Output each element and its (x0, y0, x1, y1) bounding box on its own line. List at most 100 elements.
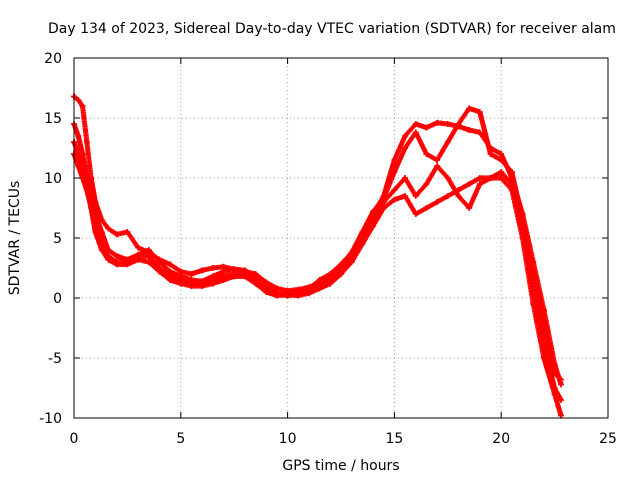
data-point (105, 256, 112, 263)
data-point (391, 187, 398, 193)
x-tick-label: 15 (385, 431, 403, 447)
data-point (124, 229, 131, 235)
data-point (220, 277, 227, 283)
data-point (444, 139, 451, 145)
data-point (487, 175, 494, 181)
x-tick-label: 5 (176, 431, 185, 447)
data-point (199, 267, 206, 274)
data-point (402, 175, 409, 181)
data-point (306, 290, 312, 297)
data-point (402, 145, 409, 151)
x-tick-label: 0 (70, 431, 79, 447)
data-point (466, 205, 473, 211)
data-point (209, 280, 216, 287)
data-point (508, 169, 515, 175)
data-point (423, 124, 430, 131)
data-point (391, 157, 398, 163)
data-point (476, 181, 483, 187)
axes: 0 5 10 15 20 25 -10 -5 0 5 10 15 20 (39, 51, 617, 447)
data-point (359, 241, 366, 247)
data-point (498, 151, 505, 157)
data-point (113, 261, 120, 268)
data-point (444, 175, 451, 181)
y-tick-label: -5 (48, 351, 62, 367)
data-point (476, 129, 483, 136)
y-tick-label: -10 (39, 411, 62, 427)
data-point (75, 133, 82, 139)
data-point (487, 151, 494, 157)
data-point (88, 205, 95, 211)
data-point (338, 261, 344, 268)
data-point (434, 119, 441, 126)
data-point (466, 127, 473, 133)
data-point (508, 187, 515, 193)
data-point (263, 289, 270, 295)
data-point (316, 277, 323, 283)
data-point (75, 163, 82, 169)
data-point (412, 121, 419, 127)
data-point (188, 283, 195, 289)
data-point (412, 211, 419, 217)
y-tick-label: 20 (44, 51, 62, 67)
data-point (79, 103, 86, 109)
data-point (135, 256, 142, 263)
y-tick-label: 0 (53, 291, 62, 307)
grid (74, 58, 608, 418)
data-point (83, 139, 90, 145)
data-point (391, 169, 398, 175)
data-point (83, 187, 90, 193)
y-axis-label: SDTVAR / TECUs (7, 181, 23, 296)
data-point (327, 280, 334, 287)
data-point (498, 157, 505, 163)
data-point (370, 223, 376, 229)
data-point (98, 247, 105, 253)
data-point (156, 259, 163, 265)
y-tick-label: 15 (44, 111, 62, 127)
data-point (434, 199, 441, 205)
data-point (327, 271, 334, 277)
data-point (145, 259, 152, 265)
data-point (402, 133, 409, 139)
data-point (402, 193, 409, 199)
data-point (124, 261, 131, 268)
x-axis-label: GPS time / hours (282, 458, 399, 474)
data-point (466, 105, 473, 112)
y-tick-label: 5 (53, 231, 62, 247)
data-point (79, 175, 86, 181)
data-point (338, 271, 344, 277)
data-point (380, 205, 387, 211)
data-point (391, 196, 398, 203)
data-point (412, 193, 419, 199)
data-point (498, 169, 505, 175)
data-point (508, 181, 515, 187)
x-tick-label: 20 (492, 431, 510, 447)
data-point (284, 291, 291, 298)
data-point (466, 181, 473, 187)
data-point (135, 244, 142, 251)
data-point (105, 225, 112, 232)
data-point (209, 265, 216, 271)
data-point (444, 193, 451, 199)
x-tick-label: 25 (599, 431, 617, 447)
data-point (423, 151, 430, 157)
data-point (167, 261, 174, 268)
data-point (412, 129, 419, 136)
data-point (540, 355, 547, 361)
data-point (423, 181, 430, 187)
data-point (113, 231, 120, 238)
data-point (273, 292, 280, 299)
data-point (295, 292, 302, 299)
data-point (167, 277, 174, 283)
data-point (455, 193, 462, 199)
data-point (241, 273, 248, 280)
data-point (476, 109, 483, 115)
x-tick-label: 10 (279, 431, 297, 447)
data-point (455, 121, 462, 127)
chart-title: Day 134 of 2023, Sidereal Day-to-day VTE… (48, 21, 616, 37)
data-point (177, 280, 184, 287)
data-point (551, 391, 558, 397)
data-point (434, 157, 441, 163)
data-point (455, 187, 462, 193)
data-point (145, 253, 152, 259)
data-point (434, 163, 441, 169)
